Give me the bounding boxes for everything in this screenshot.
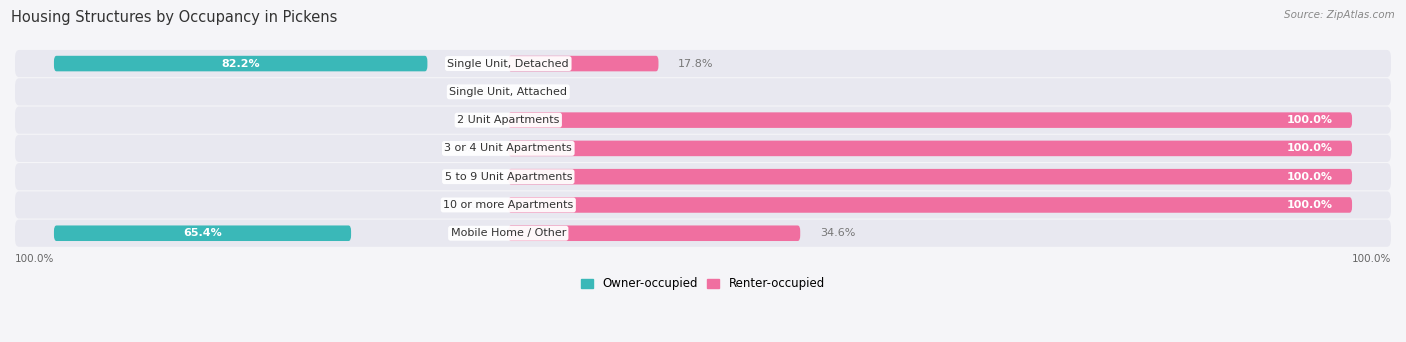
Text: 100.0%: 100.0% <box>1286 143 1333 154</box>
FancyBboxPatch shape <box>509 197 1353 213</box>
Text: 0.0%: 0.0% <box>527 87 555 97</box>
Text: Single Unit, Attached: Single Unit, Attached <box>450 87 567 97</box>
FancyBboxPatch shape <box>509 141 1353 156</box>
FancyBboxPatch shape <box>509 225 800 241</box>
Text: 5 to 9 Unit Apartments: 5 to 9 Unit Apartments <box>444 172 572 182</box>
Text: 3 or 4 Unit Apartments: 3 or 4 Unit Apartments <box>444 143 572 154</box>
Text: 65.4%: 65.4% <box>183 228 222 238</box>
Text: 0.0%: 0.0% <box>461 115 489 125</box>
FancyBboxPatch shape <box>509 113 1353 128</box>
FancyBboxPatch shape <box>509 169 1353 184</box>
FancyBboxPatch shape <box>509 56 658 71</box>
FancyBboxPatch shape <box>15 78 1391 105</box>
FancyBboxPatch shape <box>15 220 1391 247</box>
Text: 100.0%: 100.0% <box>1286 172 1333 182</box>
Text: 2 Unit Apartments: 2 Unit Apartments <box>457 115 560 125</box>
Text: 100.0%: 100.0% <box>1286 115 1333 125</box>
Text: Housing Structures by Occupancy in Pickens: Housing Structures by Occupancy in Picke… <box>11 10 337 25</box>
Text: 0.0%: 0.0% <box>461 87 489 97</box>
Text: 100.0%: 100.0% <box>1351 254 1391 264</box>
FancyBboxPatch shape <box>15 50 1391 77</box>
Text: 0.0%: 0.0% <box>461 200 489 210</box>
Text: 82.2%: 82.2% <box>221 58 260 68</box>
FancyBboxPatch shape <box>15 192 1391 219</box>
FancyBboxPatch shape <box>53 225 352 241</box>
Text: Source: ZipAtlas.com: Source: ZipAtlas.com <box>1284 10 1395 20</box>
Text: Single Unit, Detached: Single Unit, Detached <box>447 58 569 68</box>
FancyBboxPatch shape <box>53 56 427 71</box>
Text: 0.0%: 0.0% <box>461 172 489 182</box>
Text: 100.0%: 100.0% <box>15 254 55 264</box>
FancyBboxPatch shape <box>15 135 1391 162</box>
Text: 34.6%: 34.6% <box>820 228 855 238</box>
Text: 0.0%: 0.0% <box>461 143 489 154</box>
Text: 100.0%: 100.0% <box>1286 200 1333 210</box>
Text: Mobile Home / Other: Mobile Home / Other <box>450 228 567 238</box>
Text: 17.8%: 17.8% <box>678 58 713 68</box>
Text: 10 or more Apartments: 10 or more Apartments <box>443 200 574 210</box>
FancyBboxPatch shape <box>15 163 1391 190</box>
Legend: Owner-occupied, Renter-occupied: Owner-occupied, Renter-occupied <box>576 273 830 295</box>
FancyBboxPatch shape <box>15 107 1391 134</box>
